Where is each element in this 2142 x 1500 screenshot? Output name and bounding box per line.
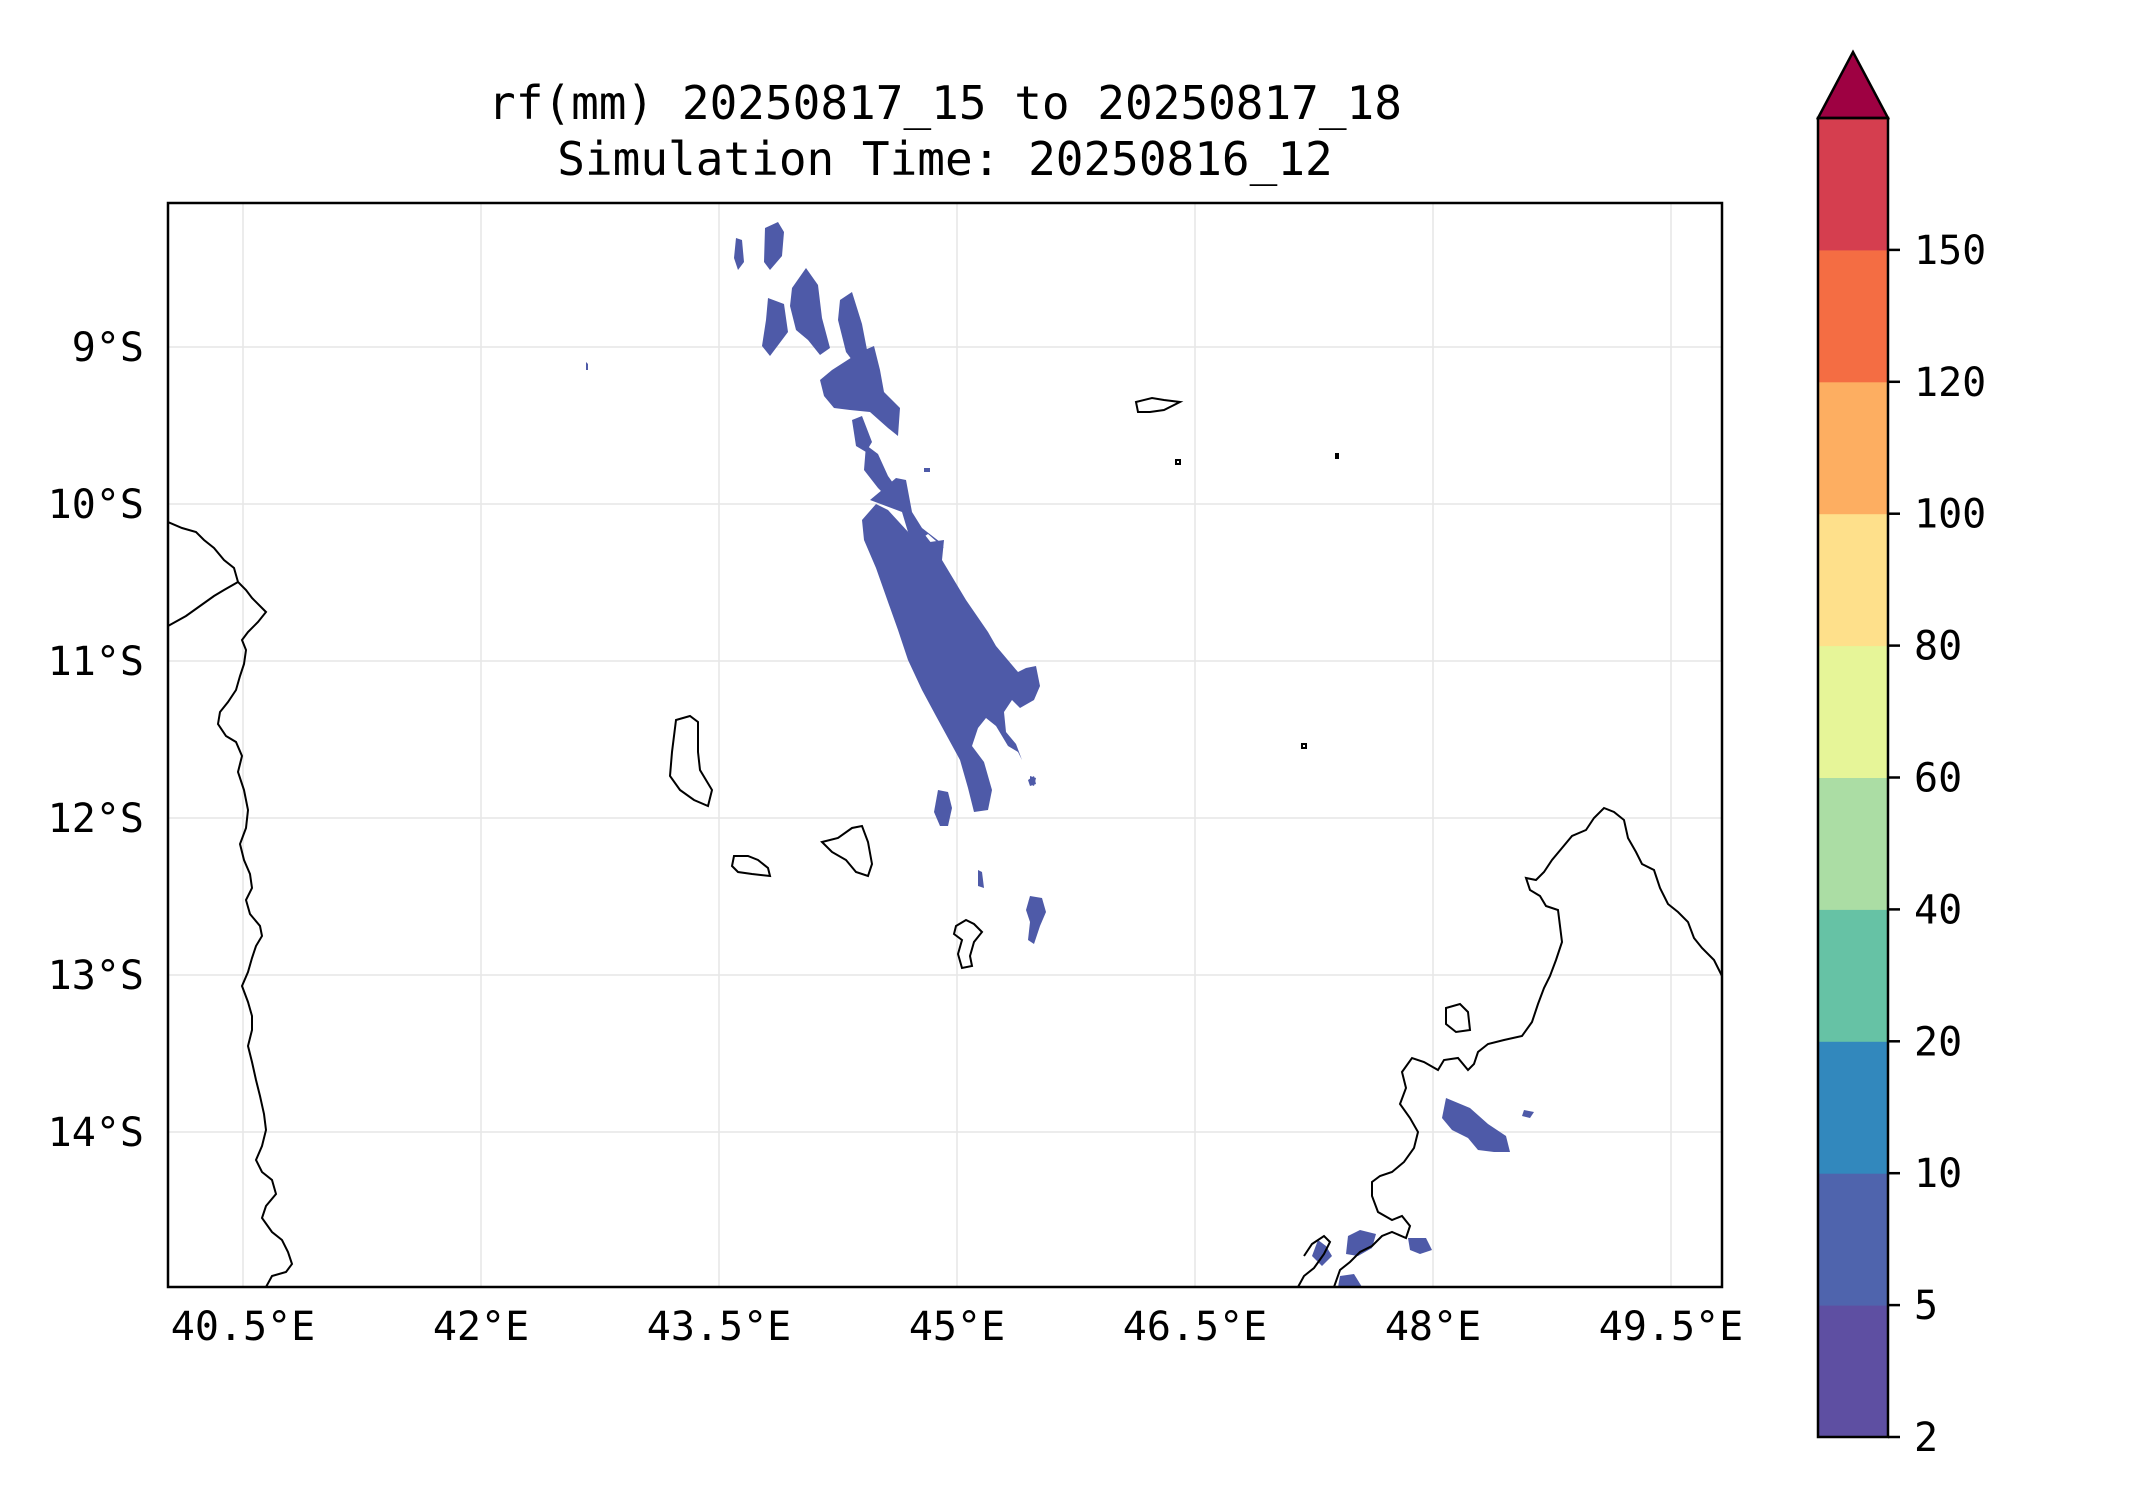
- colorbar-tick-label: 10: [1914, 1151, 1962, 1197]
- rain-band-core: [862, 504, 1040, 812]
- colorbar-tick-label: 20: [1914, 1019, 1962, 1065]
- colorbar-tick-label: 100: [1914, 492, 1986, 538]
- rainfall-areas: [586, 222, 1534, 1287]
- gridlines: [168, 203, 1722, 1287]
- coastline-tanzania-inlet: [168, 581, 239, 627]
- colorbar-tick-label: 150: [1914, 228, 1986, 274]
- colorbar-segment: [1818, 1173, 1888, 1306]
- colorbar-segment: [1818, 513, 1888, 647]
- colorbar-segment: [1818, 909, 1888, 1042]
- x-tick-label: 45°E: [909, 1304, 1005, 1350]
- coastline-mozambique-tanzania: [168, 521, 294, 1287]
- x-tick-label: 42°E: [433, 1304, 529, 1350]
- y-tick-label: 13°S: [48, 953, 144, 999]
- rain-cell-10: [1338, 1274, 1362, 1287]
- rain-cell-13: [924, 468, 930, 472]
- island-small-1: [1175, 459, 1181, 465]
- y-axis-ticks: 9°S 10°S 11°S 12°S 13°S 14°S: [48, 325, 144, 1156]
- coastline-madagascar-north: [1333, 806, 1722, 1287]
- map-frame: [166, 201, 1724, 1289]
- rain-cell-5: [1442, 1098, 1510, 1152]
- rain-cell-9: [1408, 1238, 1432, 1254]
- island-mayotte: [952, 918, 984, 970]
- island-small-2: [1335, 453, 1339, 459]
- colorbar-segment: [1818, 381, 1888, 515]
- rain-band-main: [762, 222, 944, 548]
- colorbar-tick-label: 80: [1914, 624, 1962, 670]
- colorbar: [1815, 49, 1891, 1439]
- rain-cell-7: [1312, 1240, 1332, 1266]
- rain-cell-3: [1026, 896, 1046, 944]
- coastline-madagascar-west: [1297, 1234, 1332, 1287]
- x-tick-label: 49.5°E: [1599, 1304, 1744, 1350]
- colorbar-tick-label: 5: [1914, 1283, 1938, 1329]
- x-tick-label: 40.5°E: [171, 1304, 316, 1350]
- island-nosy-mitsio: [1445, 1002, 1472, 1034]
- colorbar-tick-label: 120: [1914, 360, 1986, 406]
- rain-cell-6: [1522, 1110, 1534, 1118]
- colorbar-segment: [1818, 249, 1888, 383]
- y-tick-label: 12°S: [48, 796, 144, 842]
- island-moheli: [730, 855, 772, 878]
- map-title-line2: Simulation Time: 20250816_12: [557, 132, 1333, 186]
- rain-cell-14: [1028, 776, 1036, 786]
- rain-cell-2: [978, 870, 984, 888]
- rain-cell-8: [1346, 1230, 1376, 1256]
- x-tick-label: 43.5°E: [647, 1304, 792, 1350]
- colorbar-tick-label: 2: [1914, 1415, 1938, 1461]
- island-glorioso: [1134, 396, 1184, 413]
- island-grande-comore: [668, 714, 714, 808]
- y-tick-label: 14°S: [48, 1110, 144, 1156]
- y-tick-label: 10°S: [48, 482, 144, 528]
- rain-cell-11: [734, 238, 744, 270]
- rain-cell-1: [934, 790, 952, 826]
- colorbar-segment: [1818, 1305, 1888, 1438]
- colorbar-extend-arrow: [1815, 49, 1891, 120]
- x-axis-ticks: 40.5°E 42°E 43.5°E 45°E 46.5°E 48°E 49.5°E: [171, 1304, 1744, 1350]
- colorbar-tick-label: 60: [1914, 756, 1962, 802]
- x-tick-label: 48°E: [1385, 1304, 1481, 1350]
- island-anjouan: [820, 824, 874, 878]
- y-tick-label: 11°S: [48, 639, 144, 685]
- island-small-3: [1301, 743, 1307, 749]
- colorbar-tick-label: 40: [1914, 887, 1962, 933]
- colorbar-segment: [1818, 1041, 1888, 1174]
- colorbar-segment: [1818, 645, 1888, 778]
- colorbar-segment: [1818, 777, 1888, 910]
- coastlines: [168, 396, 1722, 1287]
- x-tick-label: 46.5°E: [1123, 1304, 1268, 1350]
- colorbar-ticks: 2 5 10 20 40 60 80 100 120 150: [1888, 228, 1986, 1461]
- rain-cell-12: [586, 362, 588, 370]
- map-content: [168, 222, 1722, 1287]
- colorbar-segment: [1818, 118, 1888, 251]
- map-title-line1: rf(mm) 20250817_15 to 20250817_18: [488, 76, 1402, 130]
- y-tick-label: 9°S: [72, 325, 144, 371]
